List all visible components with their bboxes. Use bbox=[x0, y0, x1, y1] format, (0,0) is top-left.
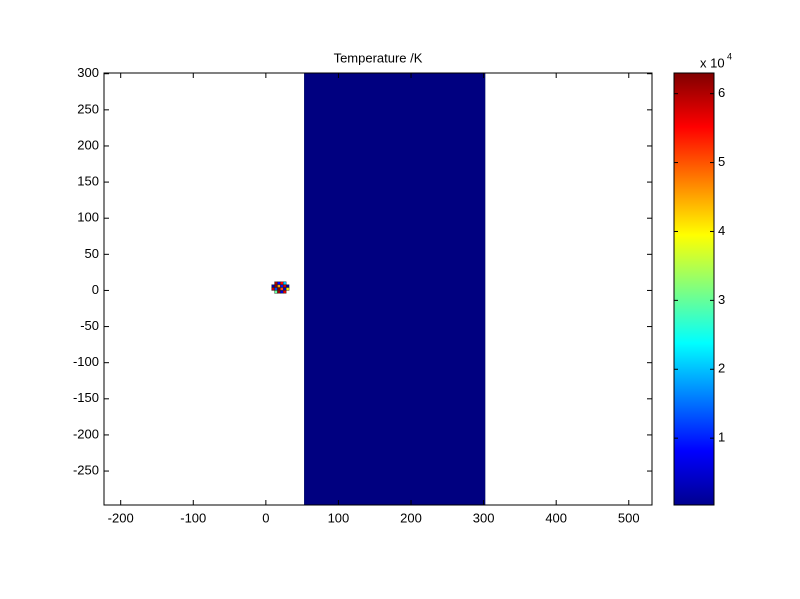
x-tick-label: 300 bbox=[473, 510, 495, 525]
blob-cell bbox=[280, 281, 284, 285]
blob-cell bbox=[277, 287, 281, 291]
x-tick-label: 100 bbox=[328, 510, 350, 525]
blob-cell bbox=[271, 284, 275, 288]
axes-box bbox=[103, 72, 653, 506]
x-tick-label: -200 bbox=[108, 510, 134, 525]
blob-cell bbox=[283, 290, 287, 294]
y-tick-label: -250 bbox=[73, 462, 99, 477]
blob-cell bbox=[274, 290, 278, 294]
y-tick-label: 50 bbox=[85, 246, 99, 261]
blob-cell bbox=[283, 281, 287, 285]
x-tick-label: 0 bbox=[262, 510, 269, 525]
y-tick-label: -100 bbox=[73, 354, 99, 369]
y-tick-label: -50 bbox=[80, 318, 99, 333]
colorbar-tick-label: 1 bbox=[718, 430, 725, 445]
blob-cell bbox=[285, 284, 290, 288]
region bbox=[304, 72, 486, 506]
chart-title: Temperature /K bbox=[334, 50, 423, 65]
blob-cell bbox=[277, 284, 281, 288]
blob-cell bbox=[280, 284, 284, 288]
blob-cell bbox=[280, 290, 284, 294]
colorbar-exponent: 4 bbox=[727, 51, 732, 61]
blob-cell bbox=[271, 287, 275, 291]
blob-cell bbox=[277, 290, 281, 294]
blob-cell bbox=[274, 287, 278, 291]
colorbar-tick-label: 2 bbox=[718, 361, 725, 376]
y-tick-label: 150 bbox=[77, 174, 99, 189]
blob-cell bbox=[274, 284, 278, 288]
colorbar-tick-label: 3 bbox=[718, 292, 725, 307]
y-tick-label: -150 bbox=[73, 390, 99, 405]
x-tick-label: -100 bbox=[180, 510, 206, 525]
colorbar-tick-label: 6 bbox=[718, 85, 725, 100]
colorbar-multiplier: x 10 bbox=[700, 55, 725, 70]
blob-cell bbox=[280, 287, 284, 291]
y-tick-label: 0 bbox=[92, 282, 99, 297]
y-tick-label: 200 bbox=[77, 137, 99, 152]
y-tick-label: 300 bbox=[77, 65, 99, 80]
blob-cell bbox=[274, 281, 278, 285]
x-tick-label: 400 bbox=[545, 510, 567, 525]
y-tick-label: 100 bbox=[77, 210, 99, 225]
blob-cell bbox=[285, 287, 290, 291]
x-tick-label: 500 bbox=[618, 510, 640, 525]
colorbar-tick-label: 5 bbox=[718, 154, 725, 169]
blob-cell bbox=[283, 287, 287, 291]
y-tick-label: -200 bbox=[73, 426, 99, 441]
blob-cell bbox=[277, 281, 281, 285]
colorbar-tick-label: 4 bbox=[718, 223, 725, 238]
colorbar bbox=[673, 72, 715, 506]
y-tick-label: 250 bbox=[77, 101, 99, 116]
x-tick-label: 200 bbox=[400, 510, 422, 525]
blob-cell bbox=[283, 284, 287, 288]
